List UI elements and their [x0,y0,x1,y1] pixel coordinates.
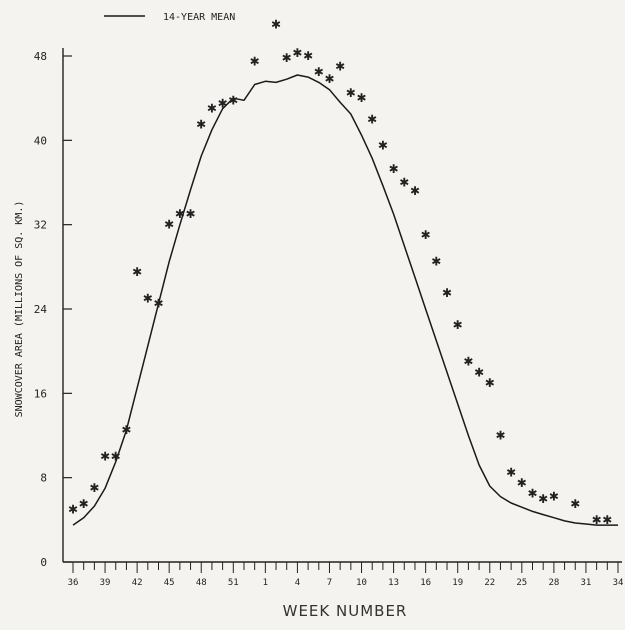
x-tick-label: 7 [327,578,332,588]
y-tick-label: 32 [34,219,47,232]
x-tick-label: 1 [263,578,268,588]
mean-line [72,74,618,526]
x-tick-label: 42 [132,578,143,588]
data-point: ✱ [431,255,441,269]
x-tick-label: 13 [388,578,399,588]
x-tick-label: 28 [548,578,559,588]
data-point: ✱ [538,492,548,506]
data-point: ✱ [303,49,313,63]
mean-line-group [72,74,618,526]
data-point: ✱ [228,93,238,107]
x-tick-label: 19 [452,578,463,588]
x-tick-label: 25 [516,578,527,588]
data-point: ✱ [389,162,399,176]
y-tick-label: 24 [34,303,48,316]
data-point: ✱ [549,490,559,504]
x-tick-label: 4 [295,578,300,588]
x-tick-label: 45 [164,578,175,588]
data-point: ✱ [324,72,334,86]
data-point: ✱ [602,513,612,527]
x-tick-label: 39 [100,578,111,588]
observation-markers: ✱ ✱✱✱ ✱✱✱✱ ✱✱✱ ✱✱✱ ✱ ✱✱✱✱ ✱ ✱✱✱✱✱ ✱✱✱✱✱✱✱✱✱✱✱✱✱✱✱… [68,17,612,526]
data-point: ✱ [474,365,484,379]
data-point: ✱ [314,65,324,79]
data-point: ✱ [68,502,78,516]
data-point: ✱ [421,228,431,242]
data-point: ✱ [153,297,163,311]
y-tick-label: 0 [40,556,47,569]
data-point: ✱ [378,139,388,153]
x-tick-label: 34 [613,578,624,588]
x-tick-label: 22 [484,578,495,588]
data-point: ✱ [485,376,495,390]
x-tick-label: 31 [581,578,592,588]
data-point: ✱ [79,497,89,511]
data-point: ✱ [250,54,260,68]
data-point: ✱ [143,292,153,306]
data-point: ✱ [292,46,302,60]
legend: 14-YEAR MEAN [104,12,235,23]
data-point: ✱ [111,450,121,464]
data-point: ✱ [442,286,452,300]
data-point: ✱ [89,481,99,495]
y-axis-title: SNOWCOVER AREA (MILLIONS OF SQ. KM.) [14,201,25,418]
data-point: ✱ [356,91,366,105]
data-point: ✱ [196,118,206,132]
data-point: ✱ [185,207,195,221]
x-tick-label: 36 [68,578,79,588]
data-point: ✱ [121,423,131,437]
data-point: ✱ [367,112,377,126]
data-point: ✱ [282,51,292,65]
x-tick-label: 10 [356,578,367,588]
data-point: ✱ [527,487,537,501]
data-point: ✱ [570,497,580,511]
data-point: ✱ [506,465,516,479]
data-point: ✱ [517,476,527,490]
data-point: ✱ [132,265,142,279]
data-point: ✱ [592,513,602,527]
x-tick-label: 48 [196,578,207,588]
data-point: ✱ [495,429,505,443]
data-point: ✱ [335,60,345,74]
y-tick-label: 8 [40,472,47,485]
y-tick-label: 16 [34,387,47,400]
data-point: ✱ [399,176,409,190]
data-point: ✱ [346,86,356,100]
data-point: ✱ [410,184,420,198]
axes: 0 8 16 24 32 40 48 36 39 42 45 48 51 1 4 7 10 13 16 19 22 25 2… [34,48,624,588]
x-tick-label: 16 [420,578,431,588]
x-axis-title: WEEK NUMBER [283,602,408,620]
x-tick-label: 51 [228,578,239,588]
data-point: ✱ [218,96,228,110]
y-tick-label: 48 [34,50,47,63]
data-point: ✱ [207,102,217,116]
data-point: ✱ [100,450,110,464]
data-point: ✱ [453,318,463,332]
data-point: ✱ [175,207,185,221]
y-tick-label: 40 [34,134,47,147]
data-point: ✱ [463,355,473,369]
legend-label: 14-YEAR MEAN [163,12,235,23]
data-point: ✱ [271,17,281,31]
data-point: ✱ [164,218,174,232]
